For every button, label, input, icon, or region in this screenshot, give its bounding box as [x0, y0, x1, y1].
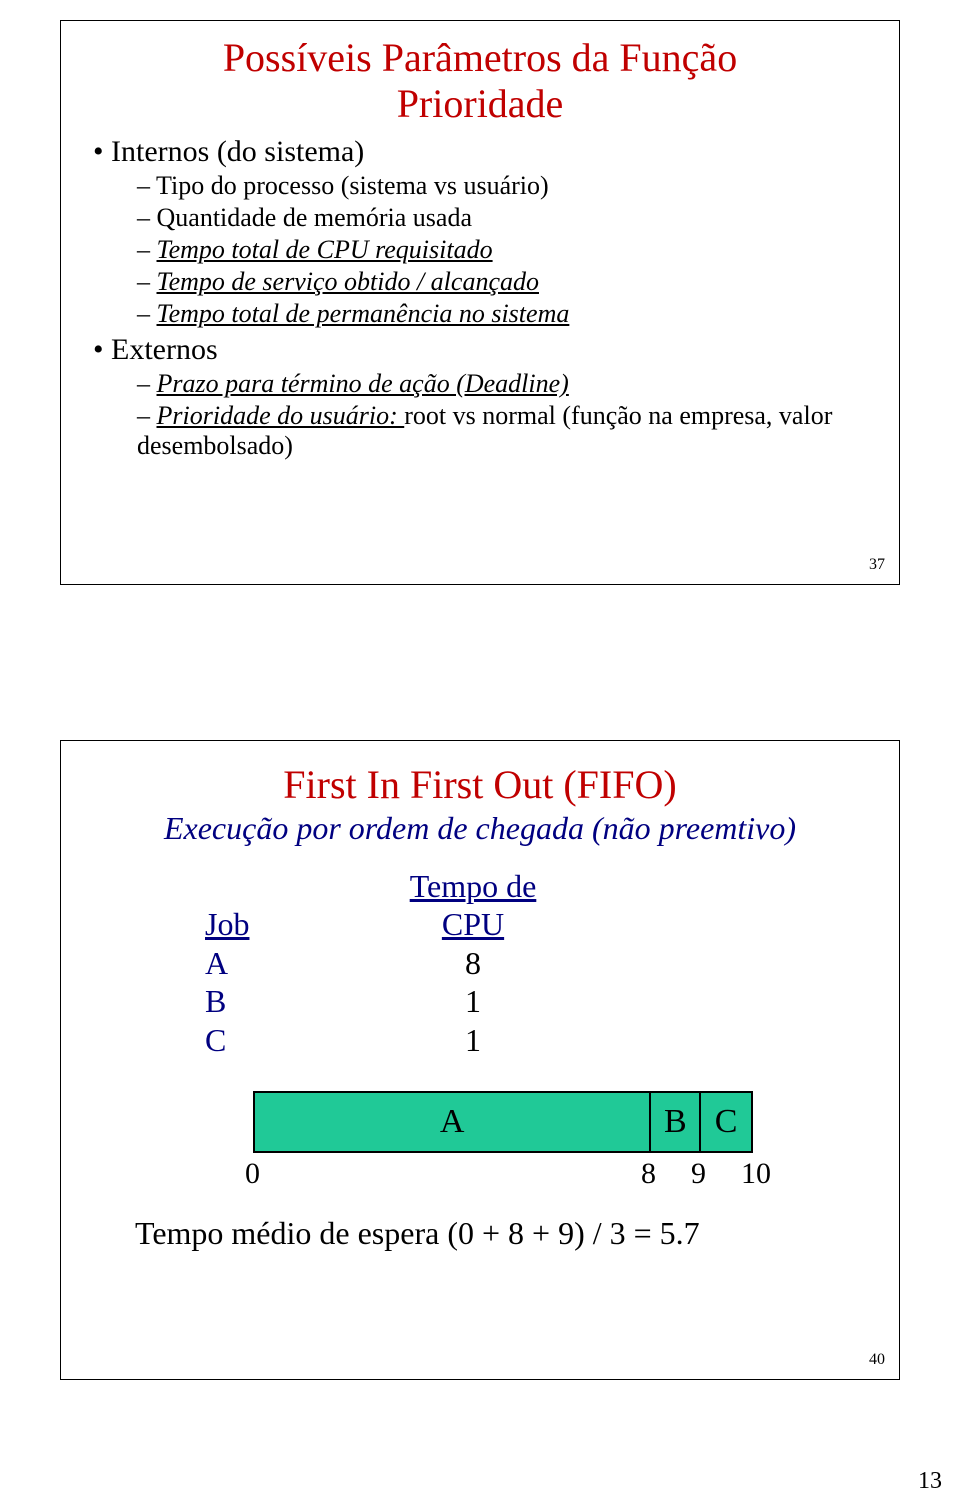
- table-row: A 8: [205, 944, 875, 982]
- cell-job: B: [205, 982, 375, 1020]
- gantt-cell-b: B: [651, 1093, 701, 1151]
- table-row: B 1: [205, 982, 875, 1020]
- cell-cpu: 1: [383, 1021, 563, 1059]
- slide-2: First In First Out (FIFO) Execução por o…: [60, 740, 900, 1380]
- slide1-bullets: Internos (do sistema) Tipo do processo (…: [85, 135, 875, 461]
- cell-cpu: 1: [383, 982, 563, 1020]
- slide1-title-line2: Prioridade: [397, 81, 564, 126]
- slide2-pagenum: 40: [869, 1351, 885, 1369]
- gantt-bar: A B C: [253, 1091, 753, 1153]
- sub-item: Tempo total de CPU requisitado: [137, 235, 875, 265]
- sub-item: Tempo de serviço obtido / alcançado: [137, 267, 875, 297]
- sub-text: Prazo para término de ação (Deadline): [157, 369, 569, 398]
- cell-job: A: [205, 944, 375, 982]
- avg-wait: Tempo médio de espera (0 + 8 + 9) / 3 = …: [135, 1215, 875, 1252]
- tick-10: 10: [741, 1157, 771, 1191]
- sub-text: Prioridade do usuário:: [157, 401, 405, 430]
- sub-item: Quantidade de memória usada: [137, 203, 875, 233]
- tick-9: 9: [691, 1157, 706, 1191]
- cell-cpu: 8: [383, 944, 563, 982]
- slide1-title-line1: Possíveis Parâmetros da Função: [223, 35, 737, 80]
- sub-item: Tempo total de permanência no sistema: [137, 299, 875, 329]
- slide2-subtitle: Execução por ordem de chegada (não preem…: [85, 810, 875, 847]
- hdr-job: Job: [205, 905, 375, 943]
- gantt-cell-c: C: [701, 1093, 751, 1151]
- hdr-cpu: Tempo de CPU: [383, 867, 563, 944]
- gantt-ticks: 0 8 9 10: [253, 1153, 773, 1193]
- gantt-cell-a: A: [255, 1093, 651, 1151]
- slide1-sub-internos: Tipo do processo (sistema vs usuário) Qu…: [137, 171, 875, 329]
- bullet-label: Internos (do sistema): [111, 135, 364, 168]
- slide1-bullet-internos: Internos (do sistema) Tipo do processo (…: [93, 135, 875, 329]
- sub-text: Quantidade de memória usada: [157, 203, 473, 232]
- sub-item: Prazo para término de ação (Deadline): [137, 369, 875, 399]
- slide1-pagenum: 37: [869, 556, 885, 574]
- gantt-chart: A B C 0 8 9 10: [253, 1091, 773, 1193]
- sub-item: Prioridade do usuário: root vs normal (f…: [137, 401, 875, 461]
- cell-job: C: [205, 1021, 375, 1059]
- slide1-sub-externos: Prazo para término de ação (Deadline) Pr…: [137, 369, 875, 461]
- job-table: Job Tempo de CPU A 8 B 1 C 1: [205, 867, 875, 1059]
- tick-0: 0: [245, 1157, 260, 1191]
- page: Possíveis Parâmetros da Função Prioridad…: [0, 0, 960, 1501]
- page-corner-number: 13: [918, 1468, 942, 1495]
- slide1-bullet-externos: Externos Prazo para término de ação (Dea…: [93, 333, 875, 461]
- slide2-title: First In First Out (FIFO): [85, 761, 875, 808]
- sub-text: Tipo do processo (sistema vs usuário): [156, 171, 549, 200]
- slide1-title: Possíveis Parâmetros da Função Prioridad…: [85, 35, 875, 127]
- sub-text: Tempo total de CPU requisitado: [157, 235, 493, 264]
- table-header: Job Tempo de CPU: [205, 867, 875, 944]
- slide-1: Possíveis Parâmetros da Função Prioridad…: [60, 20, 900, 585]
- sub-item: Tipo do processo (sistema vs usuário): [137, 171, 875, 201]
- table-row: C 1: [205, 1021, 875, 1059]
- sub-text: Tempo total de permanência no sistema: [157, 299, 570, 328]
- bullet-label: Externos: [111, 333, 218, 366]
- tick-8: 8: [641, 1157, 656, 1191]
- sub-text: Tempo de serviço obtido / alcançado: [157, 267, 539, 296]
